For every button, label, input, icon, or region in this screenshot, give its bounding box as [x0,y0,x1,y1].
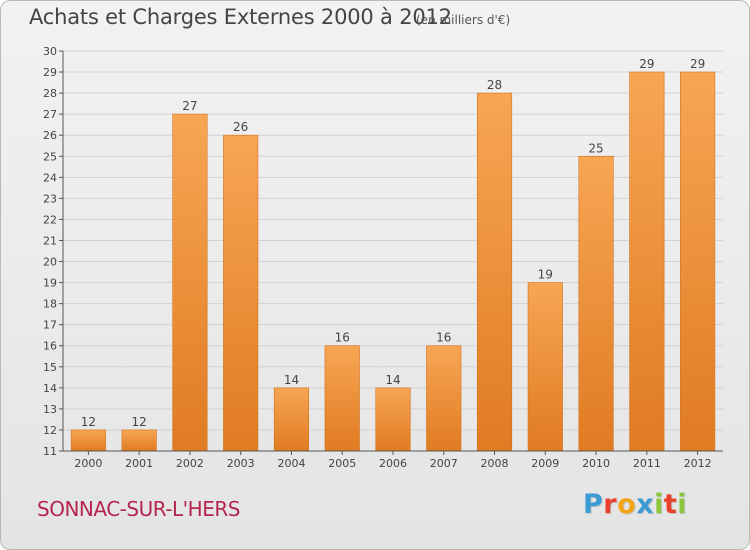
x-tick-label: 2008 [481,457,509,470]
y-tick-label: 27 [43,108,57,121]
y-tick-label: 14 [43,382,57,395]
bar-2004 [273,387,310,452]
x-tick-label: 2006 [379,457,407,470]
data-label: 28 [487,78,502,92]
y-tick-label: 11 [43,445,57,458]
data-label: 12 [132,415,147,429]
bar-2005 [324,345,360,452]
chart-unit: (en milliers d'€) [416,13,511,27]
bar-2011 [629,71,665,452]
data-label: 19 [538,268,553,282]
x-tick-label: 2001 [125,457,153,470]
logo-letter: o [617,489,637,520]
data-label: 14 [385,373,400,387]
y-tick-label: 18 [43,298,57,311]
commune-name: SONNAC-SUR-L'HERS [37,497,240,521]
y-tick-label: 15 [43,361,57,374]
x-tick-label: 2004 [277,457,305,470]
y-tick-label: 12 [43,424,57,437]
y-tick-labels: 11 12 13 14 15 16 17 18 19 20 21 22 23 24 25 26 27 28 29 30 [43,45,57,458]
y-tick-label: 21 [43,234,57,247]
y-tick-label: 30 [43,45,57,58]
y-tick-label: 22 [43,213,57,226]
bar-2012 [680,71,716,452]
y-tick-label: 23 [43,192,57,205]
axes [59,50,723,455]
bar-2003 [223,134,259,452]
bars [70,71,716,452]
logo-letter: x [636,489,655,520]
bar-2008 [476,92,513,452]
y-tick-label: 13 [43,403,57,416]
y-tick-label: 25 [43,150,57,163]
x-tick-label: 2011 [633,457,661,470]
bar-2006 [375,387,411,452]
y-tick-label: 24 [43,171,57,184]
data-labels: 12 12 27 26 14 16 14 16 28 19 25 29 29 [81,57,706,429]
data-label: 29 [639,57,654,71]
y-tick-label: 26 [43,129,57,142]
y-tick-label: 28 [43,87,57,100]
bar-2000 [70,429,106,452]
data-label: 25 [588,141,603,155]
proxiti-logo[interactable]: Proxiti [583,489,687,520]
x-tick-label: 2005 [328,457,356,470]
logo-letter: r [603,489,618,520]
data-label: 14 [284,373,299,387]
x-tick-label: 2012 [684,457,712,470]
x-tick-label: 2003 [227,457,255,470]
x-tick-label: 2007 [430,457,458,470]
y-tick-label: 16 [43,340,57,353]
x-tick-label: 2009 [531,457,559,470]
bar-2002 [172,113,208,452]
data-label: 26 [233,120,248,134]
data-label: 16 [335,331,350,345]
y-tick-label: 19 [43,277,57,290]
data-label: 29 [690,57,705,71]
logo-letter: P [583,489,604,520]
data-label: 12 [81,415,96,429]
y-tick-label: 29 [43,66,57,79]
logo-letter: i [677,489,688,520]
bar-2001 [121,429,157,452]
logo-letter: i [654,489,664,520]
logo-letter: t [663,489,678,520]
x-tick-label: 2000 [74,457,102,470]
bar-2010 [578,155,614,452]
x-tick-label: 2010 [582,457,610,470]
y-tick-label: 20 [43,256,57,269]
x-tick-labels: 2000 2001 2002 2003 2004 2005 2006 2007 2008 2009… [74,457,711,470]
bar-2007 [426,345,462,452]
data-label: 16 [436,331,451,345]
bar-2009 [527,282,563,452]
data-label: 27 [182,99,197,113]
y-tick-label: 17 [43,319,57,332]
chart-title: Achats et Charges Externes 2000 à 2012 [29,5,452,29]
x-tick-label: 2002 [176,457,204,470]
